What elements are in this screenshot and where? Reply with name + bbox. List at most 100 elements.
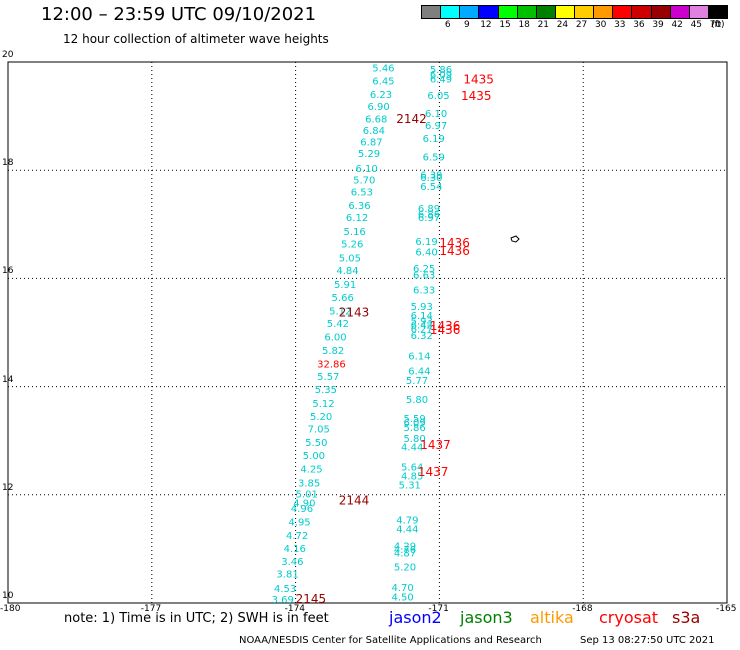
x-tick-label: -171 [428,604,449,614]
pass-time-label: 2143 [339,305,370,319]
colorbar-label: 33 [614,20,626,30]
credit-text: NOAA/NESDIS Center for Satellite Applica… [239,635,542,646]
wave-height-label: 3.85 [298,479,320,490]
wave-height-label: 6.54 [420,182,442,193]
y-tick-label: 14 [2,374,14,385]
wave-height-label: 5.86 [430,65,452,76]
wave-height-label: 5.57 [317,372,339,383]
pass-time-label: 1435 [461,89,492,103]
wave-height-label: 6.00 [324,333,346,344]
wave-height-label: 5.05 [339,254,361,265]
wave-height-label: 5.00 [303,451,325,462]
page-title: 12:00 – 23:59 UTC 09/10/2021 [41,4,317,25]
y-tick-label: 18 [2,158,14,169]
wave-height-label: 6.23 [370,90,392,101]
page-subtitle: 12 hour collection of altimeter wave hei… [63,32,329,46]
pass-time-label: 1436 [439,236,470,250]
x-tick-label: -165 [716,604,737,614]
wave-height-label: 6.90 [368,102,390,113]
colorbar-label: 15 [499,20,511,30]
wave-height-label: 6.33 [413,286,435,297]
wave-height-label: 6.42 [411,321,433,332]
colorbar-label: 27 [575,20,588,30]
colorbar-unit: (ft) [711,20,725,30]
wave-height-label: 4.87 [394,548,416,559]
legend-item-s3a: s3a [672,608,701,627]
pass-time-label: 2142 [396,112,427,126]
x-tick-label: -168 [572,604,593,614]
y-tick-label: 16 [2,266,14,277]
wave-height-label: 5.42 [327,319,349,330]
wave-height-label: 6.14 [411,311,433,322]
colorbar-swatch [707,5,728,19]
y-tick-label: 20 [2,50,14,60]
wave-height-label: 6.12 [346,213,368,224]
wave-height-label: 6.45 [372,77,394,88]
colorbar-label: 45 [690,20,703,30]
colorbar-label: 6 [444,20,451,30]
wave-height-label: 5.12 [329,307,351,318]
wave-height-label: 5.16 [344,227,366,238]
wave-height-label: 6.05 [427,91,449,102]
wave-height-label: 6.59 [423,152,445,163]
pass-time-label: 2144 [339,494,370,508]
wave-height-label: 6.32 [411,331,433,342]
wave-height-label: 4.84 [336,266,358,277]
x-tick-label: -177 [140,604,162,614]
wave-height-label: 5.20 [394,563,416,574]
wave-height-label: 6.53 [351,188,373,199]
wave-height-label: 6.44 [408,367,430,378]
legend-item-jason2: jason2 [389,608,442,627]
wave-height-label: 6.68 [365,115,387,126]
wave-height-label: 4.96 [291,504,313,515]
colorbar-label: 42 [671,20,683,30]
wave-height-label: 6.09 [430,70,452,81]
wave-height-label: 5.86 [403,423,425,434]
generated-timestamp: Sep 13 08:27:50 UTC 2021 [580,635,715,646]
colorbar-label: 9 [463,20,470,30]
wave-height-label: 5.93 [411,316,433,327]
colorbar-label: 21 [537,20,550,30]
wave-height-label: 6.87 [360,137,382,148]
colorbar-label: 30 [594,20,607,30]
wave-height-label: 6.09 [403,418,425,429]
wave-height-label: 5.20 [310,412,332,423]
wave-height-label: 4.90 [293,499,315,510]
wave-height-label: 6.39 [420,170,442,181]
wave-height-label: 5.50 [305,438,327,449]
wave-height-label: 6.97 [425,121,447,132]
wave-height-label: 3.69 [272,595,294,606]
island-outline [510,235,520,243]
wave-height-label: 6.25 [413,264,435,275]
pass-time-label: 2145 [296,592,327,606]
plot-frame [7,61,728,604]
wave-height-label: 6.27 [411,325,433,336]
wave-height-label: 5.01 [296,490,318,501]
x-tick-label: -174 [284,604,306,614]
legend-item-jason3: jason3 [460,608,513,627]
pass-time-annotations: 1435143521421436143621431436143614371437… [296,73,494,606]
wave-height-label: 5.70 [353,176,375,187]
wave-height-label: 6.49 [430,75,452,86]
wave-height-label: 4.44 [401,442,423,453]
wave-height-label: 4.95 [288,518,310,529]
legend-item-altika: altika [530,608,574,627]
x-tick-label: -180 [0,604,21,614]
wave-height-label: 6.30 [420,173,442,184]
footnote: note: 1) Time is in UTC; 2) SWH is in fe… [64,611,329,626]
y-tick-label: 10 [2,591,14,601]
pass-time-label: 1437 [418,465,449,479]
wave-height-label: 4.44 [396,525,418,536]
wave-height-label: 4.29 [394,541,416,552]
wave-height-label: 6.63 [413,270,435,281]
wave-height-label: 5.46 [372,64,394,75]
wave-height-label: 3.46 [281,557,303,568]
wave-height-label: 3.81 [276,570,298,581]
pass-time-label: 1436 [430,319,461,333]
y-tick-label: 12 [2,482,14,493]
wave-height-label: 6.86 [418,209,440,220]
wave-height-label: 6.14 [408,352,430,363]
colorbar-label: 39 [652,20,664,30]
legend-item-cryosat: cryosat [599,608,659,627]
